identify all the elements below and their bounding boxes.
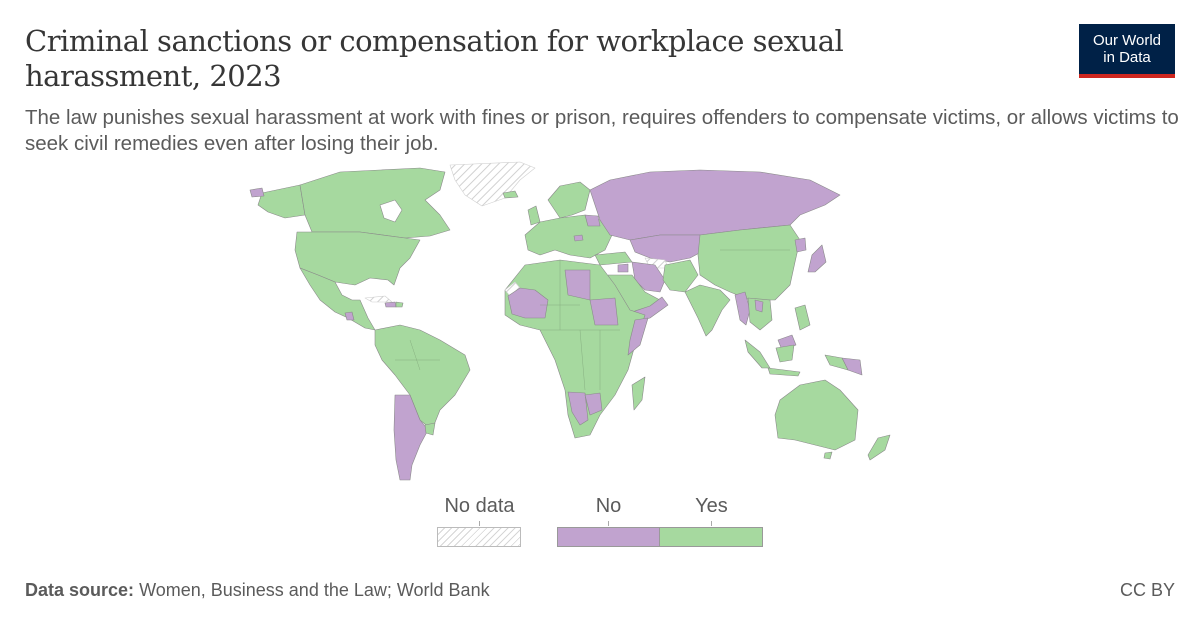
region-turkey bbox=[594, 251, 633, 266]
region-kazakhstan bbox=[629, 234, 706, 263]
region-nz bbox=[867, 434, 891, 461]
region-nkorea bbox=[794, 237, 807, 253]
chart-subtitle: The law punishes sexual harassment at wo… bbox=[25, 106, 1179, 155]
region-philippines bbox=[794, 304, 811, 331]
region-cuba bbox=[364, 295, 393, 303]
legend-label-no-data: No data bbox=[444, 495, 515, 517]
data-source-text[interactable]: Women, Business and the Law; World Bank bbox=[139, 580, 490, 600]
region-uk bbox=[527, 205, 541, 226]
owid-logo[interactable]: Our World in Data bbox=[1079, 24, 1175, 78]
region-sudan bbox=[589, 297, 619, 326]
region-china bbox=[697, 224, 801, 301]
legend-swatch-yes[interactable] bbox=[659, 527, 763, 547]
region-guatemala bbox=[344, 311, 355, 321]
legend-label-yes: Yes bbox=[695, 495, 728, 517]
legend: No data No Yes bbox=[0, 495, 1200, 555]
region-afgh-pak bbox=[662, 259, 699, 293]
region-sumatra bbox=[744, 339, 771, 369]
region-uruguay bbox=[424, 422, 436, 436]
legend-label-no: No bbox=[595, 495, 622, 517]
region-se-asia bbox=[747, 297, 773, 331]
region-laos bbox=[754, 299, 764, 313]
region-syria bbox=[617, 263, 629, 273]
region-belarus bbox=[584, 214, 601, 227]
data-source: Data source: Women, Business and the Law… bbox=[25, 580, 490, 601]
region-alaska bbox=[257, 184, 306, 219]
region-mexico bbox=[299, 267, 376, 331]
chart-title: Criminal sanctions or compensation for w… bbox=[25, 24, 844, 93]
region-mauritania-mali bbox=[507, 287, 549, 319]
logo-line-2: in Data bbox=[1103, 49, 1151, 66]
region-russia bbox=[589, 169, 841, 241]
region-west-papua bbox=[824, 354, 849, 371]
region-scandinavia bbox=[547, 181, 591, 219]
region-haiti bbox=[384, 301, 397, 308]
region-south-america-north bbox=[374, 324, 471, 431]
region-myanmar bbox=[734, 291, 751, 326]
region-india bbox=[684, 284, 731, 337]
region-java bbox=[767, 367, 801, 377]
region-madagascar bbox=[631, 376, 646, 411]
region-greenland bbox=[449, 161, 536, 207]
region-namibia bbox=[567, 391, 589, 426]
license[interactable]: CC BY bbox=[1119, 580, 1175, 600]
legend-swatch-no[interactable] bbox=[557, 527, 660, 547]
region-dominican bbox=[395, 301, 404, 308]
legend-swatch-no-data[interactable] bbox=[437, 527, 521, 547]
region-argentina-chile bbox=[393, 394, 429, 481]
region-tasmania bbox=[823, 451, 833, 460]
region-australia bbox=[774, 379, 859, 451]
region-aleutian-no bbox=[249, 187, 265, 198]
world-map bbox=[249, 161, 891, 481]
region-borneo bbox=[775, 344, 795, 363]
region-botswana bbox=[584, 392, 603, 416]
region-iceland bbox=[502, 190, 519, 199]
region-canada bbox=[299, 167, 451, 239]
region-japan bbox=[807, 244, 827, 273]
logo-line-1: Our World bbox=[1092, 32, 1162, 49]
region-somalia bbox=[627, 317, 649, 356]
data-source-label: Data source: bbox=[25, 580, 135, 600]
region-hungary bbox=[573, 234, 584, 242]
